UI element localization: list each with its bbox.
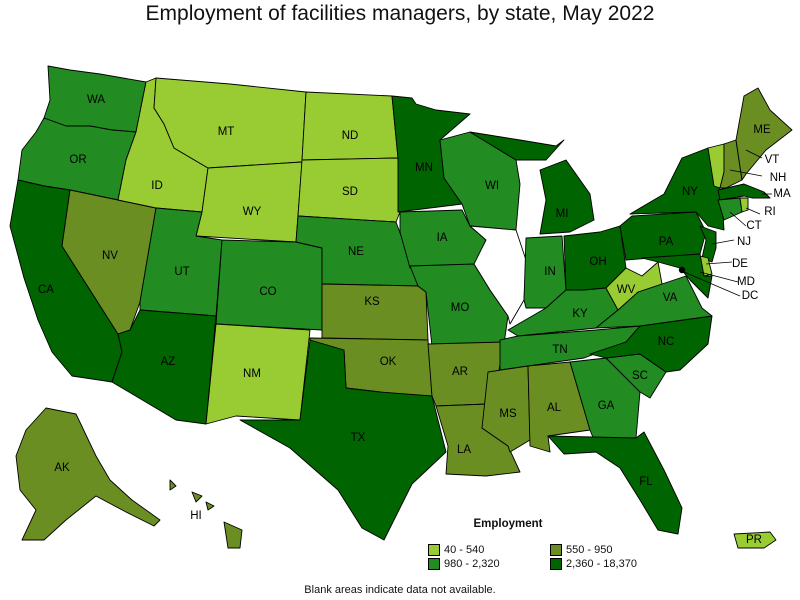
legend-label: 40 - 540	[444, 544, 485, 556]
state-label-NJ: NJ	[737, 236, 751, 248]
state-label-WI: WI	[485, 180, 499, 192]
state-label-PR: PR	[746, 534, 762, 546]
state-label-AL: AL	[547, 402, 562, 414]
legend-label: 550 - 950	[566, 544, 613, 556]
state-label-NH: NH	[770, 172, 787, 184]
legend-item-40-540: 40 - 540	[428, 544, 550, 556]
state-label-NY: NY	[682, 186, 698, 198]
state-label-LA: LA	[457, 444, 471, 456]
state-label-NC: NC	[658, 336, 675, 348]
state-label-MI: MI	[556, 208, 569, 220]
map-title: Employment of facilities managers, by st…	[145, 2, 655, 25]
de-leader	[705, 261, 733, 265]
legend-swatch	[550, 558, 562, 570]
state-label-UT: UT	[174, 266, 189, 278]
state-label-NV: NV	[102, 250, 118, 262]
state-label-MN: MN	[415, 162, 433, 174]
state-label-AK: AK	[54, 462, 70, 474]
state-label-WY: WY	[243, 206, 262, 218]
state-HI[interactable]	[169, 479, 243, 549]
state-label-AZ: AZ	[161, 356, 176, 368]
state-label-DE: DE	[732, 258, 748, 270]
nh-leader	[729, 169, 763, 177]
state-label-WA: WA	[87, 94, 105, 106]
state-label-TN: TN	[552, 344, 567, 356]
legend-label: 980 - 2,320	[444, 558, 500, 570]
state-label-WV: WV	[617, 284, 636, 296]
state-label-DC: DC	[742, 290, 759, 302]
state-label-MS: MS	[499, 408, 517, 420]
state-label-HI: HI	[190, 510, 202, 522]
state-ME[interactable]	[735, 87, 793, 181]
legend-swatch	[428, 544, 440, 556]
state-label-MO: MO	[451, 302, 470, 314]
state-NJ[interactable]	[699, 225, 717, 263]
legend-item-980-2320: 980 - 2,320	[428, 558, 550, 570]
state-AZ[interactable]	[111, 309, 217, 425]
state-label-KY: KY	[572, 308, 588, 320]
vt-leader	[745, 149, 763, 159]
state-label-MT: MT	[218, 126, 235, 138]
state-label-KS: KS	[364, 296, 380, 308]
md-leader	[699, 271, 739, 283]
state-label-ND: ND	[342, 130, 359, 142]
footnote: Blank areas indicate data not available.	[304, 584, 496, 596]
nj-leader	[711, 239, 735, 245]
state-IL[interactable]	[469, 225, 527, 325]
legend-swatch	[428, 558, 440, 570]
state-label-OH: OH	[589, 256, 606, 268]
state-label-VT: VT	[765, 154, 780, 166]
dc-marker	[678, 266, 686, 274]
state-label-NM: NM	[243, 368, 261, 380]
state-label-GA: GA	[598, 400, 615, 412]
state-label-SD: SD	[342, 186, 358, 198]
state-TX[interactable]	[239, 339, 447, 541]
state-label-MA: MA	[773, 188, 791, 200]
state-label-PA: PA	[659, 236, 674, 248]
legend-swatch	[550, 544, 562, 556]
ct-leader	[729, 211, 747, 227]
state-WV[interactable]	[605, 261, 663, 311]
state-label-NE: NE	[348, 246, 364, 258]
state-label-MD: MD	[737, 276, 755, 288]
state-MI[interactable]	[469, 131, 595, 235]
state-ND[interactable]	[301, 91, 399, 161]
state-NC[interactable]	[589, 315, 713, 373]
state-NM[interactable]	[205, 323, 311, 425]
state-MD[interactable]	[641, 253, 713, 299]
ri-leader	[745, 207, 761, 215]
dc-leader	[683, 271, 741, 297]
state-label-CO: CO	[259, 286, 276, 298]
state-SD[interactable]	[297, 157, 401, 223]
legend: Employment 40 - 540 550 - 950 980 - 2,32…	[428, 518, 658, 570]
legend-title: Employment	[473, 518, 543, 530]
state-KS[interactable]	[321, 283, 429, 341]
state-label-IA: IA	[437, 232, 448, 244]
state-label-FL: FL	[639, 476, 653, 488]
state-label-CA: CA	[38, 284, 54, 296]
state-FL[interactable]	[547, 431, 683, 535]
state-label-AR: AR	[452, 366, 468, 378]
state-label-ME: ME	[753, 124, 771, 136]
state-CO[interactable]	[215, 239, 323, 331]
legend-item-2360-18370: 2,360 - 18,370	[550, 558, 670, 570]
state-label-TX: TX	[351, 432, 366, 444]
state-PR[interactable]	[733, 531, 777, 549]
legend-label: 2,360 - 18,370	[566, 558, 637, 570]
state-label-CT: CT	[746, 220, 761, 232]
state-AK[interactable]	[15, 407, 161, 541]
state-label-ID: ID	[151, 180, 163, 192]
state-WY[interactable]	[195, 161, 303, 243]
state-label-VA: VA	[663, 292, 678, 304]
state-RI[interactable]	[739, 197, 749, 213]
state-label-OR: OR	[69, 154, 86, 166]
legend-item-550-950: 550 - 950	[550, 544, 670, 556]
state-label-RI: RI	[764, 206, 776, 218]
state-label-SC: SC	[632, 370, 648, 382]
state-label-IN: IN	[544, 266, 556, 278]
state-label-OK: OK	[380, 356, 397, 368]
